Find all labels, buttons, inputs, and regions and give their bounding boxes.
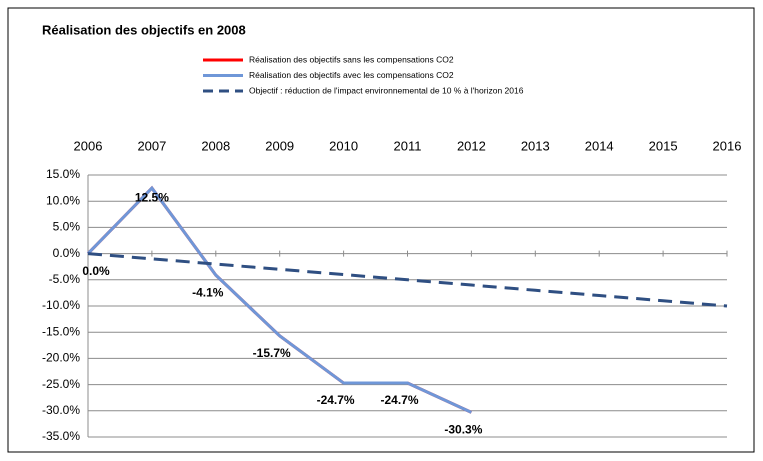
x-tick-label: 2015	[649, 138, 678, 153]
x-tick-label: 2006	[74, 138, 103, 153]
x-tick-label: 2009	[265, 138, 294, 153]
y-tick-label: 15.0%	[46, 167, 80, 181]
x-tick-label: 2014	[585, 138, 614, 153]
legend-label: Réalisation des objectifs sans les compe…	[249, 54, 454, 64]
y-tick-label: -20.0%	[42, 351, 80, 365]
legend-label: Réalisation des objectifs avec les compe…	[249, 70, 454, 80]
x-tick-label: 2016	[713, 138, 742, 153]
data-label: -30.3%	[444, 423, 482, 437]
y-tick-label: -30.0%	[42, 403, 80, 417]
x-tick-label: 2007	[137, 138, 166, 153]
x-tick-label: 2012	[457, 138, 486, 153]
x-tick-label: 2011	[394, 138, 422, 153]
data-label: -4.1%	[192, 285, 224, 299]
series-line	[87, 252, 728, 308]
frame	[7, 7, 755, 453]
data-label: -15.7%	[253, 346, 291, 360]
data-label: -24.7%	[380, 393, 418, 407]
y-tick-label: 10.0%	[46, 193, 80, 207]
y-tick-label: -10.0%	[42, 298, 80, 312]
y-tick-label: -35.0%	[42, 429, 80, 443]
chart-title: Réalisation des objectifs en 2008	[42, 22, 246, 37]
y-tick-label: 5.0%	[53, 220, 81, 234]
y-tick-label: -25.0%	[42, 377, 80, 391]
legend-label: Objectif : réduction de l'impact environ…	[249, 85, 524, 95]
y-tick-label: -15.0%	[42, 324, 80, 338]
x-tick-label: 2010	[329, 138, 358, 153]
data-label: 12.5%	[135, 190, 169, 204]
y-tick-label: -5.0%	[49, 272, 81, 286]
x-tick-label: 2013	[521, 138, 550, 153]
series-line	[86, 185, 473, 414]
data-label: -24.7%	[317, 393, 355, 407]
data-label: 0.0%	[82, 264, 110, 278]
y-tick-label: 0.0%	[53, 246, 81, 260]
x-tick-label: 2008	[201, 138, 230, 153]
